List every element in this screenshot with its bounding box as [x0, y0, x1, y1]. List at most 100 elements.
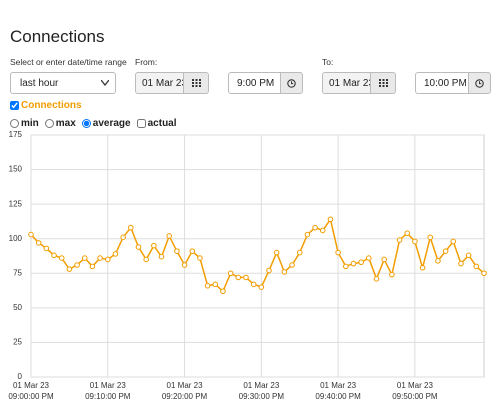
data-point — [135, 244, 142, 250]
data-point — [366, 255, 372, 261]
statistic-option[interactable]: max — [44, 118, 76, 129]
to-time[interactable]: 10:00 PM — [415, 72, 469, 94]
to-time-text: 10:00 PM — [424, 77, 467, 89]
data-point — [435, 258, 441, 264]
x-tick-label: 01 Mar 23 09:30:00 PM — [238, 381, 285, 401]
data-point — [473, 263, 480, 270]
statistic-radio[interactable] — [81, 119, 91, 128]
to-date[interactable]: 01 Mar 23 — [322, 72, 371, 94]
x-tick-label: 01 Mar 23 09:20:00 PM — [161, 381, 208, 401]
data-point — [389, 271, 395, 278]
data-point — [35, 240, 42, 246]
data-point — [381, 256, 387, 263]
data-point — [335, 249, 341, 256]
data-point — [342, 263, 349, 270]
data-point — [243, 274, 249, 281]
statistic-option[interactable]: min — [10, 118, 39, 129]
x-tick-label: 01 Mar 23 09:50:00 PM — [392, 381, 438, 401]
data-point — [128, 224, 134, 231]
y-tick-label: 100 — [9, 234, 23, 243]
y-tick-label: 50 — [13, 303, 22, 312]
data-point — [358, 259, 364, 266]
data-point — [296, 249, 303, 256]
data-point — [281, 269, 288, 275]
from-date[interactable]: 01 Mar 23 — [135, 72, 184, 94]
statistic-option[interactable]: average — [81, 118, 131, 129]
statistic-checkbox[interactable] — [136, 119, 146, 128]
data-point — [104, 256, 111, 263]
data-point — [412, 238, 418, 245]
data-point — [235, 274, 242, 281]
data-point — [166, 233, 173, 239]
data-point — [74, 262, 80, 268]
statistic-label: max — [55, 118, 76, 129]
data-point — [304, 231, 311, 238]
from-date-text: 01 Mar 23 — [142, 77, 184, 89]
y-tick-label: 175 — [9, 130, 23, 139]
series-toggle[interactable]: Connections — [10, 100, 82, 111]
x-tick-label: 01 Mar 23 09:00:00 PM — [8, 381, 54, 401]
data-point — [250, 281, 257, 288]
data-point — [319, 227, 326, 234]
to-label: To: — [322, 57, 334, 67]
data-point — [28, 231, 34, 238]
data-point — [66, 266, 73, 272]
statistic-radio[interactable] — [44, 119, 54, 128]
data-point — [266, 267, 272, 274]
y-tick-label: 75 — [13, 268, 22, 277]
clock-icon — [287, 78, 296, 88]
page-title: Connections — [10, 27, 105, 46]
x-tick-label: 01 Mar 23 09:40:00 PM — [315, 381, 361, 401]
from-label: From: — [135, 57, 158, 67]
data-point — [289, 262, 295, 268]
data-point — [197, 255, 203, 261]
data-point — [396, 237, 403, 243]
legend-entry: Connections — [21, 100, 82, 111]
y-tick-label: 150 — [9, 165, 23, 174]
data-point — [450, 238, 457, 245]
plot-area — [30, 134, 485, 378]
data-point — [120, 234, 126, 241]
data-point — [212, 281, 219, 288]
calendar-button[interactable] — [370, 72, 396, 94]
chart: 0 25 50 75 100 125 150 175 — [9, 130, 487, 380]
y-tick-label: 25 — [13, 338, 22, 347]
y-tick-label: 125 — [9, 199, 23, 208]
data-point — [465, 252, 472, 259]
calendar-icon — [378, 79, 388, 87]
statistic-radio[interactable] — [10, 119, 19, 128]
series-checkbox[interactable] — [10, 101, 19, 110]
x-tick-label: 01 Mar 23 09:10:00 PM — [85, 381, 131, 401]
to-date-text: 01 Mar 23 — [329, 77, 371, 89]
data-point — [181, 262, 188, 268]
data-point — [481, 270, 487, 277]
data-point — [189, 248, 196, 254]
data-point — [58, 255, 65, 261]
data-point — [220, 288, 226, 295]
from-time[interactable]: 9:00 PM — [228, 72, 281, 94]
data-point — [51, 252, 57, 259]
statistic-label: average — [92, 118, 131, 129]
y-tick-label: 0 — [18, 372, 23, 380]
clock-button[interactable] — [468, 72, 491, 94]
range-value: last hour — [20, 77, 59, 89]
data-point — [151, 242, 157, 249]
data-point — [312, 224, 318, 231]
range-select[interactable]: last hour — [10, 72, 116, 94]
statistic-label: actual — [147, 118, 177, 129]
data-point — [458, 260, 464, 267]
data-point — [373, 276, 380, 282]
data-point — [419, 264, 426, 271]
calendar-button[interactable] — [183, 72, 209, 94]
data-point — [273, 249, 280, 256]
data-point — [89, 263, 96, 270]
statistic-label: min — [21, 118, 39, 129]
range-label: Select or enter date/time range — [10, 57, 127, 67]
data-point — [81, 255, 88, 261]
clock-button[interactable] — [280, 72, 303, 94]
data-point — [204, 282, 211, 289]
data-point — [112, 251, 119, 257]
data-point — [158, 253, 165, 260]
statistic-option[interactable]: actual — [136, 118, 177, 129]
